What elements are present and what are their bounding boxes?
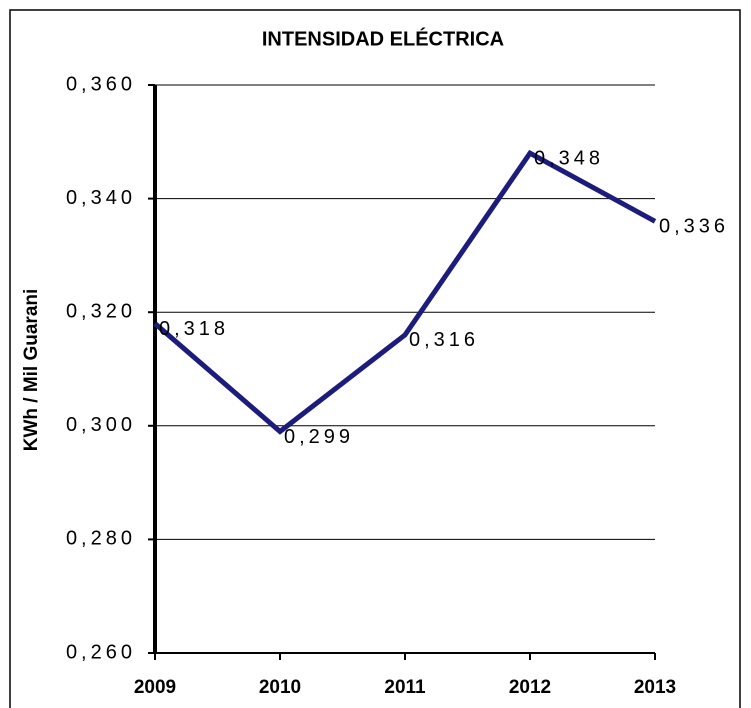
- y-tick-label: 0,280: [66, 528, 136, 550]
- y-tick-label: 0,260: [66, 641, 136, 663]
- chart-frame: [9, 9, 741, 708]
- y-tick-label: 0,340: [66, 187, 136, 209]
- line: [153, 149, 657, 435]
- chart-title: INTENSIDAD ELÉCTRICA: [262, 27, 504, 50]
- y-tick-label: 0,360: [66, 73, 136, 95]
- x-tick-label: 2011: [384, 677, 426, 698]
- x-tick-label: 2013: [634, 677, 676, 698]
- x-tick-label: 2010: [259, 677, 301, 698]
- x-tick-label: 2012: [509, 677, 551, 698]
- y-axis-label: KWh / Mil Guarani: [21, 289, 42, 452]
- y-tick-label: 0,320: [66, 300, 136, 322]
- data-label: 0,348: [534, 147, 604, 169]
- data-label: 0,316: [409, 329, 479, 351]
- y-tick-label: 0,300: [66, 414, 136, 436]
- data-label: 0,318: [159, 318, 229, 340]
- data-label: 0,336: [659, 216, 729, 238]
- x-tick-label: 2009: [134, 677, 176, 698]
- data-label: 0,299: [284, 426, 354, 448]
